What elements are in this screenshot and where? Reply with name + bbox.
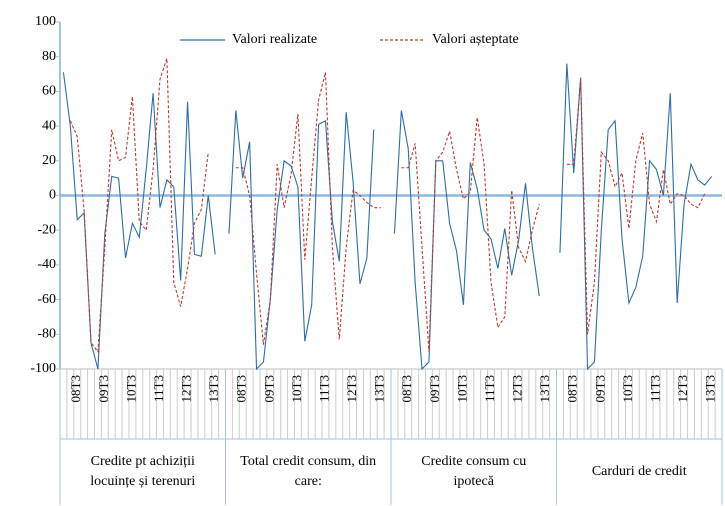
y-tick-label: 100 bbox=[35, 14, 56, 29]
legend-label: Valori așteptate bbox=[432, 32, 519, 47]
x-tick-label: 13T3 bbox=[372, 375, 387, 402]
x-tick-label: 13T3 bbox=[537, 375, 552, 402]
x-tick-label: 10T3 bbox=[454, 375, 469, 402]
x-tick-label: 11T3 bbox=[647, 375, 662, 402]
y-tick-label: 80 bbox=[42, 49, 56, 64]
group-label: Credite pt achiziții bbox=[91, 454, 195, 469]
x-tick-label: 12T3 bbox=[344, 375, 359, 402]
x-tick-label: 10T3 bbox=[123, 375, 138, 402]
group-label: Credite consum cu bbox=[421, 454, 526, 469]
legend-label: Valori realizate bbox=[232, 32, 317, 47]
x-tick-label: 12T3 bbox=[675, 375, 690, 402]
y-tick-label: 40 bbox=[42, 118, 56, 133]
x-tick-label: 13T3 bbox=[206, 375, 221, 402]
x-tick-label: 12T3 bbox=[510, 375, 525, 402]
group-label: ipotecă bbox=[454, 474, 495, 489]
series-line bbox=[69, 58, 706, 354]
x-tick-label: 08T3 bbox=[565, 375, 580, 402]
x-tick-label: 11T3 bbox=[316, 375, 331, 402]
y-tick-label: -80 bbox=[37, 327, 56, 342]
y-tick-label: -100 bbox=[30, 361, 56, 376]
group-label: Total credit consum, din bbox=[240, 454, 376, 469]
x-tick-label: 10T3 bbox=[620, 375, 635, 402]
x-tick-label: 08T3 bbox=[234, 375, 249, 402]
y-tick-label: -60 bbox=[37, 292, 56, 307]
x-tick-label: 09T3 bbox=[261, 375, 276, 402]
y-tick-label: -40 bbox=[37, 257, 56, 272]
x-tick-label: 08T3 bbox=[68, 375, 83, 402]
group-label: locuințe și terenuri bbox=[90, 474, 195, 489]
x-tick-label: 11T3 bbox=[151, 375, 166, 402]
group-label: care: bbox=[295, 474, 322, 489]
x-tick-label: 11T3 bbox=[482, 375, 497, 402]
x-tick-label: 13T3 bbox=[703, 375, 718, 402]
y-tick-label: 60 bbox=[42, 84, 56, 99]
x-tick-label: 08T3 bbox=[399, 375, 414, 402]
x-tick-label: 09T3 bbox=[427, 375, 442, 402]
x-tick-label: 10T3 bbox=[289, 375, 304, 402]
x-tick-label: 09T3 bbox=[592, 375, 607, 402]
group-label: Carduri de credit bbox=[592, 464, 687, 479]
y-tick-label: 20 bbox=[42, 153, 56, 168]
x-tick-label: 12T3 bbox=[179, 375, 194, 402]
series-line bbox=[62, 63, 713, 371]
x-tick-label: 09T3 bbox=[96, 375, 111, 402]
y-tick-label: -20 bbox=[37, 222, 56, 237]
y-tick-label: 0 bbox=[49, 188, 56, 203]
